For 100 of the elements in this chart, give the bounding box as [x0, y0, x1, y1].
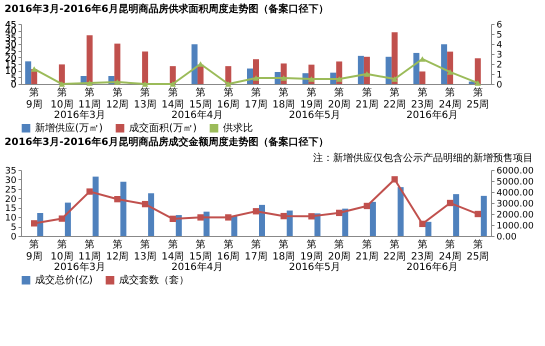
bar	[398, 187, 404, 236]
point	[308, 76, 315, 82]
bar	[142, 51, 148, 84]
y2-tick-label: 6000.00	[496, 166, 534, 176]
legend-label: 供求比	[223, 122, 253, 134]
y2-tick-label: 3000.00	[496, 200, 534, 210]
x-tick-label: 第24周	[438, 238, 462, 262]
bar	[148, 193, 154, 236]
point	[336, 76, 342, 82]
x-tick-label: 第16周	[216, 238, 240, 262]
x-tick-label: 第21周	[356, 238, 378, 262]
point	[252, 75, 260, 81]
bar	[86, 35, 93, 84]
point	[142, 81, 148, 87]
legend-label: 新增供应(万㎡)	[35, 122, 103, 134]
x-tick-label: 第9周	[26, 86, 42, 110]
bar	[441, 44, 448, 84]
bar	[413, 52, 420, 84]
point	[114, 196, 121, 202]
bar	[204, 212, 210, 236]
point	[252, 208, 260, 214]
x-tick-label: 第22周	[383, 86, 406, 110]
x-tick-label: 第14周	[161, 86, 184, 110]
y-tick-label: 25	[5, 185, 16, 196]
y2-tick-label: 5	[496, 30, 502, 40]
point	[197, 214, 204, 221]
x-tick-label: 第17周	[244, 86, 268, 110]
bar	[192, 44, 198, 84]
point	[225, 214, 232, 221]
text: 2016年4月	[171, 109, 224, 121]
point	[86, 80, 93, 86]
x-tick-label: 第19周	[300, 238, 323, 262]
y-tick-label: 30	[5, 176, 17, 186]
bar	[358, 56, 364, 84]
y2-tick-label: 0.00	[496, 232, 517, 242]
text: 2016年4月	[171, 261, 224, 273]
y-tick-label: 15	[5, 204, 16, 214]
y2-tick-label: 0	[496, 80, 502, 90]
point	[280, 212, 287, 220]
x-tick-label: 第15周	[189, 86, 212, 110]
y-tick-label: 10	[5, 214, 17, 224]
point	[364, 71, 370, 77]
point	[446, 200, 454, 206]
bar	[425, 222, 432, 236]
bar	[392, 32, 398, 84]
chart-title: 2016年3月-2016年6月昆明商品房成交金额周度走势图（备案口径下）	[4, 136, 328, 148]
point	[364, 202, 370, 210]
bar	[37, 212, 44, 236]
text: 2016年5月	[288, 109, 341, 121]
bar	[114, 44, 120, 84]
point	[280, 75, 287, 81]
legend-label: 成交总价(亿)	[35, 274, 93, 286]
text: 2016年3月	[54, 109, 106, 121]
bar	[370, 202, 376, 236]
y2-tick-label: 4	[496, 40, 502, 50]
point	[31, 66, 38, 72]
point	[142, 200, 148, 208]
point	[170, 216, 176, 222]
x-tick-label: 第20周	[328, 238, 351, 262]
point	[391, 176, 398, 183]
point	[197, 61, 204, 67]
x-tick-label: 第12周	[106, 86, 129, 110]
chart-title: 2016年3月-2016年6月昆明商品房供求面积周度走势图（备案口径下）	[4, 3, 328, 15]
bar	[259, 204, 266, 236]
x-tick-label: 第21周	[356, 86, 378, 110]
y-tick-label: 35	[5, 166, 16, 176]
point	[419, 56, 426, 62]
bar	[176, 215, 182, 236]
x-tick-label: 第10周	[50, 86, 74, 110]
point	[225, 81, 232, 87]
x-tick-label: 第14周	[161, 238, 184, 262]
text: 2016年5月	[288, 261, 341, 273]
text: 2016年3月	[54, 261, 106, 273]
x-tick-label: 第13周	[134, 238, 156, 262]
x-tick-label: 第18周	[272, 238, 296, 262]
x-tick-label: 第17周	[244, 238, 268, 262]
text: 2016年6月	[406, 109, 458, 121]
x-tick-label: 第18周	[272, 86, 296, 110]
bar	[92, 176, 99, 236]
x-tick-label: 第11周	[78, 238, 101, 262]
point	[170, 81, 176, 87]
legend-label: 成交面积(万㎡)	[129, 122, 197, 134]
point	[474, 210, 481, 218]
y2-tick-label: 4000.00	[496, 188, 534, 198]
bar	[474, 58, 481, 84]
text: 注：新增供应仅包含公示产品明细的新增预售项目	[313, 152, 533, 164]
bar	[453, 194, 460, 236]
x-tick-label: 第25周	[466, 238, 490, 262]
y-tick-label: 5	[10, 223, 16, 234]
x-tick-label: 第16周	[216, 86, 240, 110]
y2-tick-label: 5000.00	[496, 178, 534, 188]
point	[58, 215, 66, 222]
bar	[58, 64, 65, 84]
x-tick-label: 第13周	[134, 86, 156, 110]
bar	[342, 208, 348, 236]
bar	[419, 71, 426, 84]
x-tick-label: 第23周	[411, 238, 434, 262]
y-tick-label: 20	[5, 194, 17, 205]
x-tick-label: 第11周	[78, 86, 101, 110]
bar	[314, 213, 320, 236]
